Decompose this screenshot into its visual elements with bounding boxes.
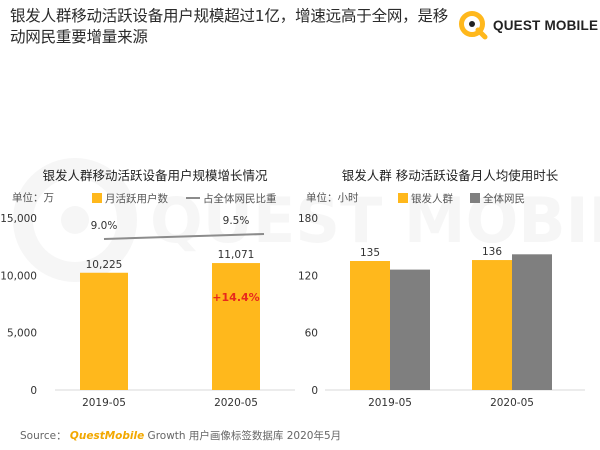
legend-label-bar: 月活跃用户数 [105, 192, 168, 205]
legend-swatch-bar [92, 193, 102, 203]
legend-swatch-all [470, 193, 480, 203]
bar-silver [472, 260, 512, 390]
bar-value-label: 136 [482, 246, 502, 258]
source-brand: QuestMobile [69, 430, 145, 442]
growth-annotation: +14.4% [212, 291, 259, 304]
line-point-label: 9.0% [91, 220, 118, 232]
legend-swatch-silver [398, 193, 408, 203]
watermark-text: QUEST MOBILE [150, 184, 600, 257]
brand-logo: QUEST MOBILE [458, 8, 598, 42]
y-tick-label: 10,000 [0, 270, 37, 282]
y-tick-label: 120 [298, 270, 318, 282]
bar-all [512, 254, 552, 390]
legend-label-silver: 银发人群 [411, 192, 453, 205]
chart-title-usage-time: 银发人群 移动活跃设备月人均使用时长 [341, 168, 559, 183]
unit-label: 单位：小时 [306, 191, 359, 204]
chart-title-user-scale: 银发人群移动活跃设备用户规模增长情况 [42, 168, 268, 183]
bar [80, 272, 128, 390]
bar [212, 263, 260, 390]
y-tick-label: 0 [30, 385, 37, 397]
bar-value-label: 135 [360, 247, 380, 259]
legend-label-all: 全体网民 [483, 192, 525, 205]
y-tick-label: 180 [298, 213, 318, 225]
quest-mobile-logo-icon [459, 11, 488, 40]
x-tick-label: 2019-05 [368, 397, 412, 409]
legend-label-line: 占全体网民比重 [203, 192, 277, 205]
watermark: QUEST MOBILE [13, 158, 600, 282]
source-footnote: Source： QuestMobile Growth 用户画像标签数据库 202… [20, 428, 341, 443]
y-tick-label: 60 [305, 328, 318, 340]
y-tick-label: 15,000 [0, 213, 37, 225]
headline: 银发人群移动活跃设备用户规模超过1亿，增速远高于全网，是移动网民重要增量来源 [10, 7, 449, 46]
line-point-label: 9.5% [223, 215, 250, 227]
source-prefix: Source： [20, 430, 67, 442]
y-tick-label: 0 [311, 385, 318, 397]
unit-label: 单位：万 [12, 191, 54, 204]
source-text: Growth 用户画像标签数据库 2020年5月 [144, 430, 342, 442]
y-tick-label: 5,000 [7, 328, 37, 340]
logo-text: QUEST MOBILE [493, 17, 599, 33]
bar-silver [350, 261, 390, 390]
bar-all [390, 269, 430, 390]
x-tick-label: 2019-05 [82, 397, 126, 409]
bar-value-label: 11,071 [218, 249, 255, 261]
share-line [103, 233, 265, 240]
x-tick-label: 2020-05 [214, 397, 258, 409]
x-tick-label: 2020-05 [490, 397, 534, 409]
bar-value-label: 10,225 [86, 259, 123, 271]
